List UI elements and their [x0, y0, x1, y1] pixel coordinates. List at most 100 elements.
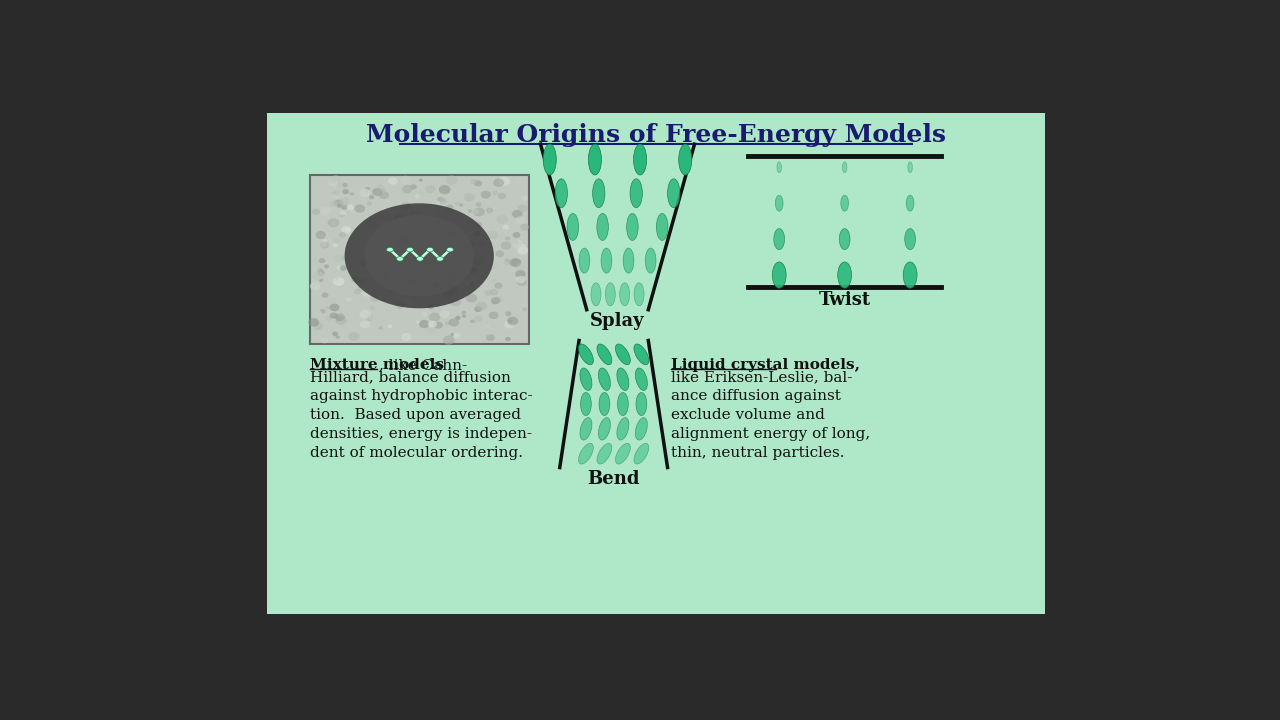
Ellipse shape — [470, 179, 477, 184]
Ellipse shape — [396, 302, 404, 309]
Ellipse shape — [308, 318, 319, 327]
Ellipse shape — [321, 242, 328, 247]
Ellipse shape — [314, 322, 323, 330]
Ellipse shape — [403, 297, 413, 305]
Ellipse shape — [376, 242, 380, 246]
Ellipse shape — [420, 269, 424, 272]
Ellipse shape — [412, 264, 419, 269]
Ellipse shape — [516, 179, 522, 184]
Ellipse shape — [474, 253, 483, 260]
Ellipse shape — [370, 295, 379, 302]
Ellipse shape — [335, 316, 347, 325]
Ellipse shape — [399, 248, 407, 254]
Ellipse shape — [330, 190, 340, 199]
Ellipse shape — [472, 287, 481, 294]
Ellipse shape — [516, 270, 526, 278]
Ellipse shape — [344, 258, 351, 261]
Ellipse shape — [387, 248, 393, 252]
Ellipse shape — [383, 271, 389, 277]
Ellipse shape — [488, 231, 498, 239]
Ellipse shape — [617, 368, 628, 390]
Ellipse shape — [484, 322, 489, 325]
Ellipse shape — [420, 209, 426, 214]
Ellipse shape — [379, 278, 387, 284]
Ellipse shape — [434, 322, 443, 328]
Ellipse shape — [388, 325, 393, 328]
Ellipse shape — [636, 392, 646, 415]
Ellipse shape — [480, 241, 485, 246]
Ellipse shape — [408, 279, 415, 283]
Ellipse shape — [605, 283, 616, 306]
Ellipse shape — [543, 144, 557, 175]
Ellipse shape — [593, 179, 605, 207]
Ellipse shape — [388, 268, 397, 275]
Ellipse shape — [504, 320, 515, 328]
Ellipse shape — [504, 236, 511, 240]
Ellipse shape — [411, 294, 417, 300]
Ellipse shape — [379, 192, 389, 199]
Ellipse shape — [494, 282, 503, 289]
Ellipse shape — [401, 259, 412, 268]
Ellipse shape — [466, 241, 475, 248]
Ellipse shape — [617, 418, 628, 440]
Ellipse shape — [366, 315, 374, 321]
Ellipse shape — [411, 212, 415, 215]
Ellipse shape — [330, 194, 334, 197]
Ellipse shape — [416, 320, 420, 323]
Ellipse shape — [443, 336, 454, 345]
Ellipse shape — [462, 315, 466, 318]
Ellipse shape — [475, 222, 483, 228]
Text: , like Cahn-: , like Cahn- — [379, 359, 467, 372]
Ellipse shape — [425, 207, 436, 215]
Ellipse shape — [365, 215, 474, 297]
Text: Hilliard, balance diffusion
against hydrophobic interac-
tion.  Based upon avera: Hilliard, balance diffusion against hydr… — [310, 371, 532, 460]
Ellipse shape — [448, 318, 460, 326]
Ellipse shape — [465, 196, 472, 201]
Ellipse shape — [334, 255, 344, 262]
Ellipse shape — [520, 224, 529, 230]
Ellipse shape — [337, 181, 348, 189]
Ellipse shape — [465, 218, 476, 226]
Ellipse shape — [328, 229, 338, 236]
Ellipse shape — [486, 207, 493, 213]
Ellipse shape — [410, 184, 417, 189]
Ellipse shape — [320, 241, 329, 248]
Ellipse shape — [340, 249, 346, 253]
Ellipse shape — [438, 197, 447, 204]
Ellipse shape — [502, 305, 511, 311]
Ellipse shape — [516, 207, 526, 215]
Ellipse shape — [436, 202, 440, 204]
Ellipse shape — [381, 209, 390, 215]
Ellipse shape — [428, 305, 434, 309]
Ellipse shape — [429, 245, 436, 251]
Ellipse shape — [580, 368, 591, 390]
Ellipse shape — [428, 320, 436, 328]
Ellipse shape — [471, 208, 479, 215]
Ellipse shape — [841, 195, 849, 211]
Ellipse shape — [438, 197, 443, 201]
Ellipse shape — [498, 176, 511, 186]
Ellipse shape — [635, 368, 648, 390]
Ellipse shape — [904, 262, 916, 288]
Ellipse shape — [312, 271, 324, 280]
Ellipse shape — [517, 278, 527, 286]
Ellipse shape — [484, 323, 490, 328]
Ellipse shape — [474, 207, 485, 217]
Ellipse shape — [448, 269, 458, 276]
Ellipse shape — [375, 245, 381, 249]
Ellipse shape — [599, 368, 611, 390]
Ellipse shape — [512, 232, 521, 238]
Ellipse shape — [430, 246, 439, 253]
Ellipse shape — [492, 301, 497, 305]
Ellipse shape — [401, 237, 408, 242]
Ellipse shape — [422, 312, 428, 316]
Ellipse shape — [319, 279, 324, 282]
Ellipse shape — [492, 263, 498, 269]
Ellipse shape — [324, 264, 329, 269]
Ellipse shape — [466, 294, 477, 302]
Ellipse shape — [630, 179, 643, 207]
Ellipse shape — [634, 344, 649, 365]
Ellipse shape — [383, 209, 393, 217]
Ellipse shape — [481, 191, 492, 199]
Ellipse shape — [335, 336, 340, 339]
